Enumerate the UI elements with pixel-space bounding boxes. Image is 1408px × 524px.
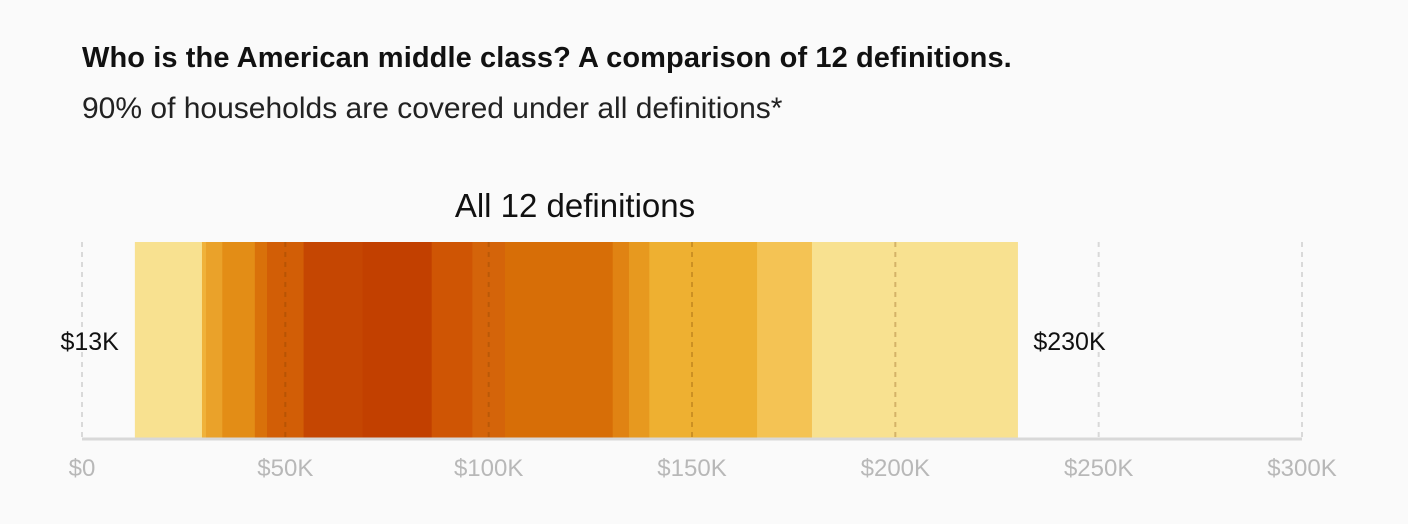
x-tick-label: $50K bbox=[257, 455, 313, 482]
x-tick-label: $100K bbox=[454, 455, 523, 482]
x-tick-label: $250K bbox=[1064, 455, 1133, 482]
overlap-bands bbox=[134, 242, 1018, 439]
overlap-band-10 bbox=[504, 242, 614, 439]
overlap-band-2 bbox=[206, 242, 223, 439]
overlap-band-15 bbox=[811, 242, 1018, 439]
panel-title: All 12 definitions bbox=[455, 187, 695, 224]
x-tick-label: $200K bbox=[861, 455, 930, 482]
overlap-band-6 bbox=[303, 242, 364, 439]
gridlines bbox=[81, 242, 1303, 439]
chart-subtitle: 90% of households are covered under all … bbox=[82, 92, 783, 125]
overlap-band-3 bbox=[222, 242, 256, 439]
x-tick-label: $150K bbox=[657, 455, 726, 482]
overlap-band-8 bbox=[431, 242, 473, 439]
overlap-band-11 bbox=[612, 242, 630, 439]
x-axis-ticks: $0 $50K $100K $150K $200K $250K $300K bbox=[69, 455, 1337, 482]
x-tick-label: $300K bbox=[1267, 455, 1336, 482]
overlap-band-7 bbox=[362, 242, 433, 439]
overlap-band-1 bbox=[201, 242, 207, 439]
overlap-band-0 bbox=[134, 242, 203, 439]
range-min-label: $13K bbox=[60, 328, 119, 356]
overlap-band-5 bbox=[267, 242, 305, 439]
x-tick-label: $0 bbox=[69, 455, 96, 482]
chart-title: Who is the American middle class? A comp… bbox=[82, 42, 1012, 74]
overlap-band-9 bbox=[472, 242, 506, 439]
overlap-band-4 bbox=[254, 242, 268, 439]
overlap-band-13 bbox=[649, 242, 758, 439]
range-max-label: $230K bbox=[1033, 328, 1106, 356]
overlap-band-12 bbox=[628, 242, 650, 439]
overlap-band-14 bbox=[757, 242, 813, 439]
